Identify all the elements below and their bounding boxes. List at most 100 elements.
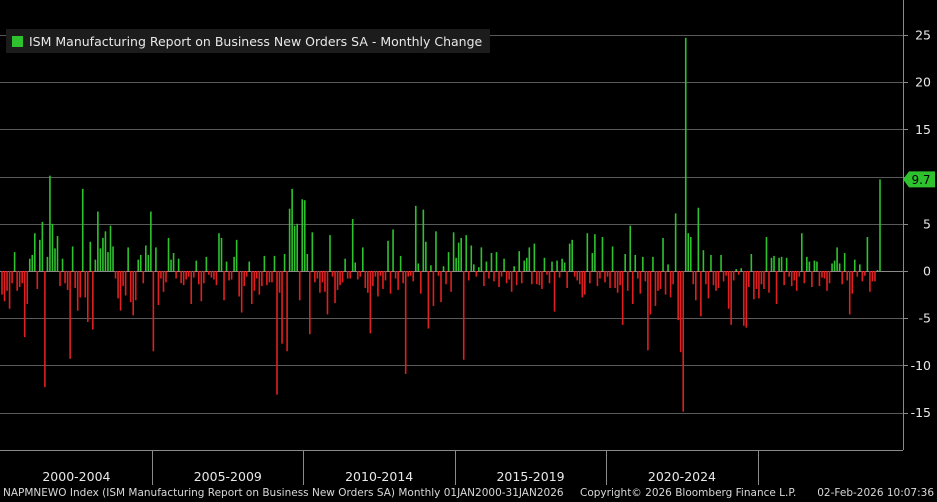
bar: [601, 237, 604, 271]
bar: [543, 257, 546, 271]
last-value-label: 9.7: [911, 173, 930, 187]
bar: [39, 239, 41, 271]
bar: [664, 271, 667, 295]
bar: [692, 271, 695, 285]
bar: [119, 271, 122, 311]
bar: [856, 271, 859, 277]
x-tick-label: 2005-2009: [194, 469, 262, 484]
bar: [129, 271, 132, 303]
bar: [700, 271, 702, 317]
bar: [334, 271, 336, 304]
bar: [631, 271, 634, 305]
bar: [288, 208, 291, 271]
bar: [874, 271, 876, 282]
bar: [402, 271, 404, 284]
bar: [800, 233, 803, 271]
bar: [596, 271, 599, 287]
bar: [86, 271, 89, 322]
bar: [616, 271, 619, 293]
bar: [271, 271, 273, 283]
bar: [659, 271, 662, 289]
bar: [442, 266, 445, 271]
bars: [1, 37, 881, 412]
bar: [309, 271, 311, 335]
bar: [737, 271, 740, 275]
bar: [306, 254, 309, 271]
y-tick-label: -5: [919, 311, 931, 326]
bar: [258, 271, 261, 295]
bar: [190, 271, 193, 305]
bar: [473, 264, 475, 271]
bar: [74, 271, 76, 288]
y-tick-label: 25: [915, 28, 931, 43]
bar: [157, 271, 160, 305]
bar: [238, 271, 240, 297]
x-tick-label: 2000-2004: [42, 469, 110, 484]
bar: [407, 271, 409, 277]
bar: [422, 209, 425, 271]
bar: [266, 271, 268, 286]
footer-bar: NAPMNEWO Index (ISM Manufacturing Report…: [0, 485, 937, 502]
bar: [192, 271, 195, 278]
bar: [483, 271, 485, 287]
y-tick-label: 0: [923, 264, 931, 279]
bar: [8, 271, 11, 309]
bar: [705, 271, 707, 285]
bar: [864, 271, 866, 276]
bar: [392, 229, 394, 271]
bar: [505, 271, 508, 284]
bar: [414, 205, 417, 271]
bar: [538, 271, 541, 286]
bar: [283, 254, 286, 271]
bar: [28, 258, 31, 271]
bar: [498, 271, 500, 288]
x-tick-label: 2010-2014: [345, 469, 413, 484]
bar: [823, 271, 826, 279]
bar: [488, 271, 490, 279]
bar: [576, 271, 579, 281]
bar: [298, 271, 301, 301]
bar: [84, 271, 87, 298]
bar: [869, 271, 871, 292]
bar: [213, 271, 215, 280]
bar: [245, 271, 248, 277]
bar: [124, 271, 127, 296]
bar: [71, 246, 74, 271]
bar: [165, 271, 167, 283]
bar: [112, 246, 114, 271]
bar: [291, 188, 293, 271]
bar: [356, 271, 359, 280]
bar: [712, 271, 715, 286]
bar: [387, 240, 389, 271]
bar: [677, 271, 679, 321]
bar: [1, 271, 3, 295]
bar: [644, 271, 647, 282]
bar: [56, 236, 59, 271]
bar: [339, 271, 341, 286]
bar: [586, 233, 589, 271]
bar: [518, 251, 521, 271]
bar: [450, 271, 452, 292]
bar: [152, 271, 155, 352]
bar: [707, 271, 710, 299]
bar: [102, 237, 104, 271]
bar: [578, 271, 581, 285]
bar: [377, 271, 379, 297]
bar: [831, 263, 833, 271]
bar: [467, 271, 470, 281]
y-axis: 2520151050-5-10-15: [903, 28, 931, 420]
bar: [319, 271, 321, 293]
bar: [150, 211, 152, 271]
bar: [523, 260, 526, 271]
bar: [329, 235, 331, 271]
bar: [228, 271, 230, 281]
bar: [321, 271, 324, 283]
bar: [806, 256, 808, 271]
bar: [248, 261, 251, 271]
bar: [34, 233, 36, 271]
bar: [79, 271, 82, 298]
bar: [425, 241, 427, 271]
bar: [49, 175, 51, 271]
bar: [177, 258, 180, 271]
